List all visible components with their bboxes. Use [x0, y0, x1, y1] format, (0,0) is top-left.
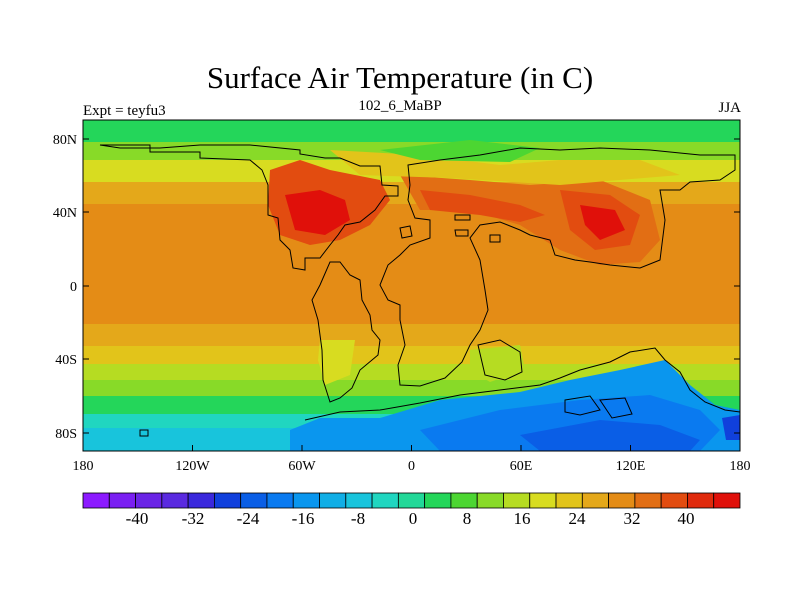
- lon-label-60e: 60E: [510, 459, 533, 474]
- colorbar-swatch-8: [266, 492, 294, 509]
- experiment-label: Expt = teyfu3: [83, 103, 166, 119]
- colorbar-swatch-25: [713, 492, 741, 509]
- coast-madagascar: [477, 339, 523, 381]
- southern-africa-mild: [470, 345, 525, 382]
- colorbar-swatch-6: [213, 492, 242, 509]
- lon-label-120e: 120E: [616, 459, 646, 474]
- lat-tick-marks: [83, 138, 740, 434]
- colorbar-swatch-11: [345, 492, 373, 509]
- coast-island-one: [564, 395, 601, 416]
- colorbar-label-3: -24: [237, 509, 260, 528]
- colorbar-label-8: 16: [514, 509, 531, 528]
- south-america-mild: [318, 340, 355, 385]
- coast-eurasia-africa: [379, 147, 736, 387]
- south-polar-deep: [520, 420, 700, 451]
- band-north-polar: [83, 120, 740, 142]
- lon-label-180w: 180: [73, 459, 94, 474]
- band-south-temperate: [83, 346, 740, 364]
- colorbar-swatch-7: [240, 492, 268, 509]
- colorbar-swatch-15: [450, 492, 478, 509]
- colorbar-label-11: 40: [678, 509, 695, 528]
- coast-south-america: [311, 261, 381, 403]
- north-pole-green: [380, 140, 540, 162]
- coast-north-america: [99, 144, 399, 271]
- colorbar-swatch-22: [634, 492, 662, 509]
- band-south-subtropics: [83, 324, 740, 346]
- colorbar-label-1: -40: [126, 509, 149, 528]
- coast-island-two: [599, 397, 633, 419]
- colorbar-swatch-17: [503, 492, 531, 509]
- coast-island-seven: [139, 429, 149, 437]
- colorbar-labels: -40 -32 -24 -16 -8 0 8 16 24 32 40: [126, 509, 695, 528]
- colorbar: [82, 492, 741, 509]
- asia-hot-spot: [580, 205, 625, 240]
- colorbar-swatch-14: [424, 492, 452, 509]
- colorbar-label-6: 0: [409, 509, 418, 528]
- lat-label-80n: 80N: [53, 133, 77, 148]
- colorbar-label-5: -8: [351, 509, 365, 528]
- colorbar-swatch-18: [529, 492, 557, 509]
- north-america-core: [285, 190, 350, 235]
- coast-island-five: [489, 234, 501, 243]
- colorbar-label-2: -32: [182, 509, 205, 528]
- colorbar-swatch-2: [108, 492, 136, 509]
- colorbar-swatch-20: [581, 492, 610, 509]
- colorbar-swatch-16: [476, 492, 504, 509]
- colorbar-label-4: -16: [292, 509, 315, 528]
- coastlines: [99, 144, 740, 437]
- colorbar-label-9: 24: [569, 509, 587, 528]
- eurasia-core: [420, 190, 545, 222]
- colorbar-swatch-3: [135, 492, 163, 509]
- lat-label-80s: 80S: [55, 427, 77, 442]
- colorbar-swatch-1: [82, 492, 110, 509]
- lon-label-180e: 180: [730, 459, 751, 474]
- season-label: JJA: [718, 100, 741, 116]
- colorbar-label-7: 8: [463, 509, 472, 528]
- colorbar-swatch-19: [555, 492, 583, 509]
- colorbar-swatch-13: [397, 492, 426, 509]
- colorbar-swatch-21: [608, 492, 636, 509]
- coast-island-three: [399, 225, 413, 239]
- temperature-field: [83, 120, 740, 451]
- colorbar-swatch-5: [187, 492, 215, 509]
- coast-island-six: [454, 214, 471, 221]
- lon-label-120w: 120W: [175, 459, 210, 474]
- lat-label-40n: 40N: [53, 206, 77, 221]
- lon-label-0: 0: [408, 459, 415, 474]
- colorbar-swatch-10: [319, 492, 347, 509]
- south-polar-coldest: [722, 415, 740, 440]
- lon-tick-marks: [82, 445, 741, 451]
- colorbar-swatch-23: [660, 492, 688, 509]
- colorbar-swatch-4: [161, 492, 189, 509]
- colorbar-swatch-12: [371, 492, 399, 509]
- lat-label-40s: 40S: [55, 353, 77, 368]
- lon-label-60w: 60W: [288, 459, 316, 474]
- coast-south-polar-land: [304, 347, 740, 421]
- plot-title: Surface Air Temperature (in C): [206, 60, 594, 95]
- colorbar-label-10: 32: [624, 509, 641, 528]
- band-south-midlat: [83, 364, 740, 380]
- colorbar-swatch-9: [292, 492, 320, 509]
- lat-label-0: 0: [70, 280, 77, 295]
- plot-subtitle: 102_6_MaBP: [358, 98, 442, 114]
- coast-island-four: [454, 229, 469, 237]
- colorbar-swatch-24: [687, 492, 715, 509]
